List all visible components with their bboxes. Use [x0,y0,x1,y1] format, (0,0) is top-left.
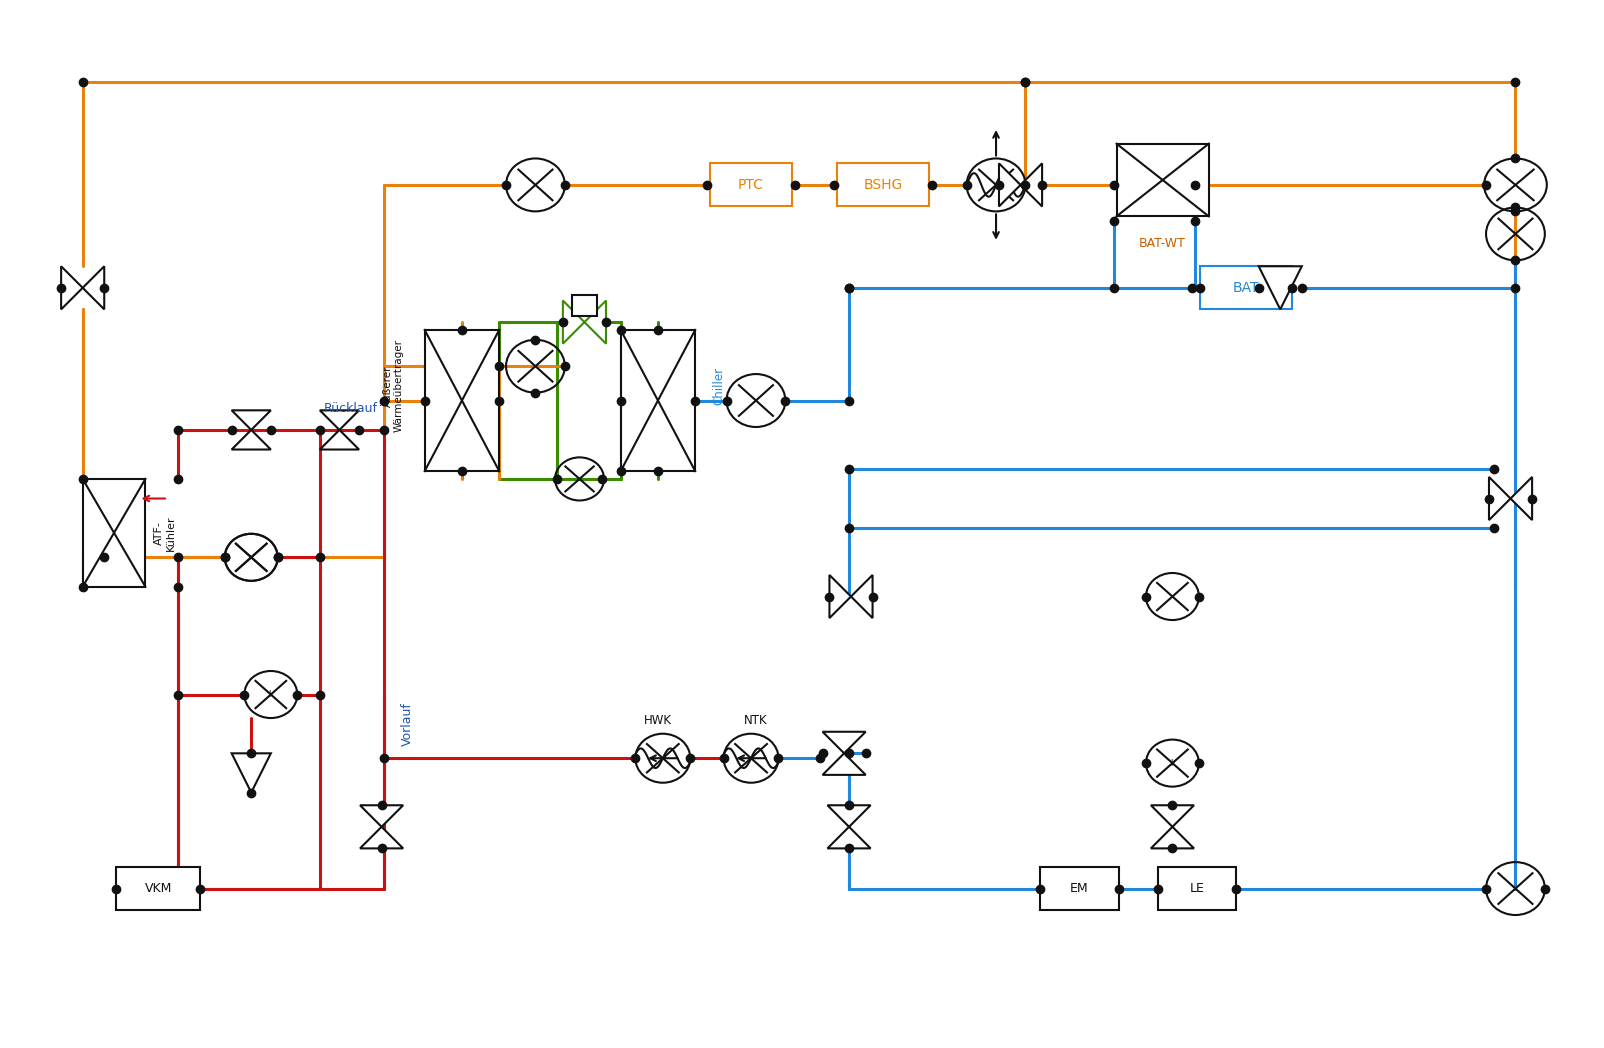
Polygon shape [319,411,359,430]
Text: ATF-
Kühler: ATF- Kühler [154,515,176,550]
Bar [425,330,499,472]
Text: Vorlauf: Vorlauf [401,702,414,746]
Polygon shape [231,754,271,792]
Polygon shape [828,805,871,827]
Polygon shape [83,266,104,309]
Bar [571,294,597,316]
Polygon shape [1152,805,1193,827]
Text: k: k [268,690,273,699]
Polygon shape [823,754,866,774]
Text: EM: EM [1070,882,1089,895]
Text: HWK: HWK [643,715,672,727]
Bar [711,163,792,206]
Polygon shape [1489,477,1511,520]
Text: Rücklauf: Rücklauf [324,402,379,415]
Text: VKM: VKM [144,882,172,895]
Text: Äußerer
Wärmeübertrager: Äußerer Wärmeübertrager [382,340,404,433]
Bar [1200,266,1291,309]
Bar [837,163,929,206]
Text: BAT-WT: BAT-WT [1139,237,1185,250]
Bar [1039,867,1118,910]
Polygon shape [1259,266,1302,309]
Polygon shape [1020,163,1043,206]
Polygon shape [823,732,866,754]
Bar [83,479,146,587]
Bar [621,330,695,472]
Polygon shape [359,805,403,827]
Text: PTC: PTC [738,178,764,192]
Bar [1116,144,1209,216]
Polygon shape [852,575,873,618]
Polygon shape [61,266,83,309]
Bar [1158,867,1237,910]
Polygon shape [1511,477,1532,520]
Polygon shape [1152,827,1193,849]
Text: NTK: NTK [744,715,768,727]
Polygon shape [231,430,271,450]
Polygon shape [584,301,606,344]
Text: LE: LE [1190,882,1205,895]
Text: k: k [1169,759,1174,767]
Polygon shape [231,411,271,430]
Polygon shape [829,575,852,618]
Text: BSHG: BSHG [863,178,903,192]
Polygon shape [359,827,403,849]
Polygon shape [999,163,1020,206]
Bar [115,867,200,910]
Polygon shape [828,827,871,849]
Polygon shape [319,430,359,450]
Polygon shape [563,301,584,344]
Text: Chiller: Chiller [712,367,725,405]
Text: BAT: BAT [1233,281,1259,294]
